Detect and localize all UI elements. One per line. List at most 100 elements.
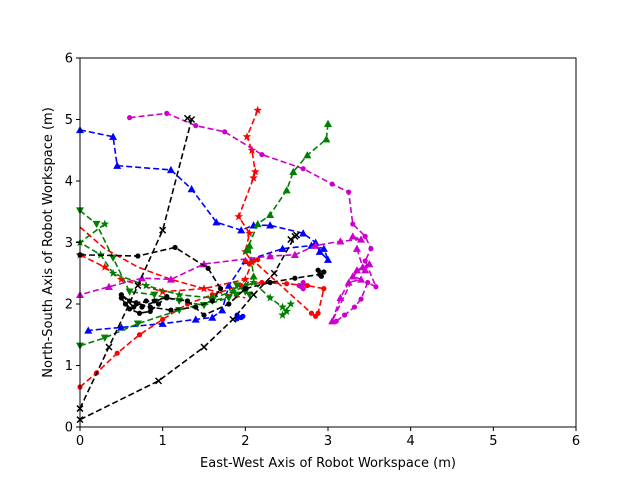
series-line (120, 295, 168, 315)
data-point (229, 315, 237, 323)
data-point (365, 279, 371, 286)
data-point (322, 135, 331, 143)
data-point-stroke (188, 115, 196, 124)
data-point (224, 281, 233, 289)
data-point (218, 306, 227, 314)
data-point (267, 279, 273, 286)
data-point (303, 151, 312, 159)
data-point (351, 304, 358, 310)
data-point (242, 132, 252, 141)
data-point (150, 291, 159, 299)
data-point (253, 105, 263, 114)
data-point (336, 293, 345, 302)
data-point (104, 282, 113, 290)
data-point (321, 269, 327, 275)
data-point (212, 218, 221, 226)
data-point (108, 268, 118, 277)
y-tick-label: 4 (65, 175, 73, 190)
data-point (172, 244, 178, 251)
plot-area (75, 105, 379, 424)
data-point (242, 245, 251, 254)
data-point (201, 312, 207, 318)
x-axis-ticks: 0 1 2 3 4 5 6 (76, 427, 580, 449)
data-point (311, 241, 320, 249)
data-point (348, 272, 357, 280)
data-point-stroke (229, 315, 237, 323)
data-point (200, 343, 208, 351)
x-tick-label: 2 (241, 434, 249, 449)
data-point (96, 250, 105, 259)
data-point (299, 229, 308, 237)
data-point (365, 260, 374, 268)
data-point (118, 295, 124, 301)
y-tick-label: 0 (65, 421, 73, 436)
data-point (155, 301, 162, 307)
data-point (315, 247, 324, 255)
data-point (336, 237, 345, 245)
data-point-stroke (159, 226, 167, 234)
data-point (324, 119, 332, 128)
data-point (270, 269, 278, 277)
data-point (250, 167, 260, 176)
data-point (191, 315, 200, 323)
series-10 (76, 232, 366, 298)
data-point (368, 246, 374, 252)
y-axis-label: North-South Axis of Robot Workspace (m) (41, 107, 56, 378)
data-point (92, 220, 101, 229)
data-point (127, 306, 133, 312)
y-axis-ticks: 0 1 2 3 4 5 6 (65, 52, 80, 436)
data-point (159, 226, 167, 234)
data-point (240, 313, 246, 319)
data-point (208, 313, 217, 321)
series-6 (75, 219, 296, 319)
data-point (151, 298, 157, 304)
data-point (284, 281, 290, 287)
data-point (109, 132, 118, 140)
x-tick-label: 0 (76, 434, 84, 449)
series-9 (127, 110, 379, 324)
data-point (241, 288, 250, 296)
data-point (328, 317, 337, 325)
series-line (79, 129, 329, 332)
data-point (174, 290, 184, 299)
data-point (105, 343, 113, 351)
data-point (352, 266, 361, 274)
series-line (79, 109, 259, 293)
x-tick-label: 6 (572, 434, 580, 449)
data-point (222, 129, 228, 135)
data-point (237, 226, 246, 234)
data-point (282, 306, 291, 316)
data-point (361, 266, 370, 274)
data-point (350, 221, 356, 227)
data-point (100, 219, 110, 228)
data-point (205, 265, 211, 271)
data-point (209, 298, 215, 304)
data-point (193, 123, 199, 129)
data-point (344, 278, 353, 286)
data-point (207, 293, 217, 302)
data-point (109, 254, 118, 262)
data-point (278, 244, 287, 252)
data-point (131, 304, 137, 310)
data-point (246, 261, 253, 267)
y-tick-label: 2 (65, 298, 73, 313)
data-point-stroke (155, 377, 163, 385)
series-13 (76, 231, 301, 424)
y-tick-label: 5 (65, 113, 73, 128)
x-tick-label: 3 (324, 434, 332, 449)
data-point (250, 291, 258, 299)
data-point-stroke (287, 235, 295, 243)
data-point (122, 301, 129, 307)
data-point (282, 186, 291, 194)
data-point (100, 262, 110, 271)
data-point-stroke (105, 343, 113, 351)
data-point (304, 282, 310, 289)
data-point (290, 250, 299, 258)
data-point (292, 275, 298, 281)
data-point (286, 299, 296, 308)
data-point (133, 320, 142, 328)
data-point-stroke (134, 282, 142, 290)
data-point (166, 165, 175, 174)
y-tick-label: 1 (65, 359, 73, 374)
